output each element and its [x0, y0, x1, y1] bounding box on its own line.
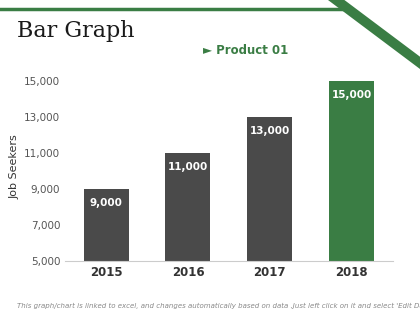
- Text: 13,000: 13,000: [250, 126, 290, 136]
- Text: ► Product 01: ► Product 01: [203, 44, 288, 57]
- Text: Bar Graph: Bar Graph: [17, 20, 134, 43]
- Y-axis label: Job Seekers: Job Seekers: [10, 135, 20, 199]
- Bar: [329, 82, 374, 261]
- Polygon shape: [344, 0, 420, 57]
- Bar: [247, 117, 292, 261]
- Text: 15,000: 15,000: [332, 90, 372, 100]
- Text: 11,000: 11,000: [168, 163, 208, 172]
- Text: 9,000: 9,000: [89, 198, 123, 209]
- Bar: [165, 153, 210, 261]
- Polygon shape: [328, 0, 420, 69]
- Text: This graph/chart is linked to excel, and changes automatically based on data .Ju: This graph/chart is linked to excel, and…: [17, 303, 420, 309]
- Bar: [84, 189, 129, 261]
